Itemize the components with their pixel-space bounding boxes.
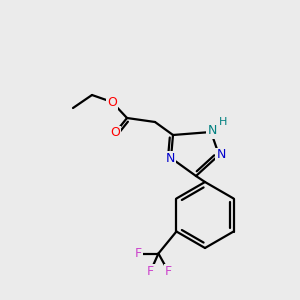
Text: H: H [219,117,227,127]
Text: N: N [216,148,226,161]
Text: F: F [147,265,154,278]
Text: F: F [135,247,142,260]
Text: N: N [207,124,217,137]
Text: O: O [107,95,117,109]
Text: O: O [110,127,120,140]
Text: F: F [165,265,172,278]
Text: N: N [165,152,175,164]
